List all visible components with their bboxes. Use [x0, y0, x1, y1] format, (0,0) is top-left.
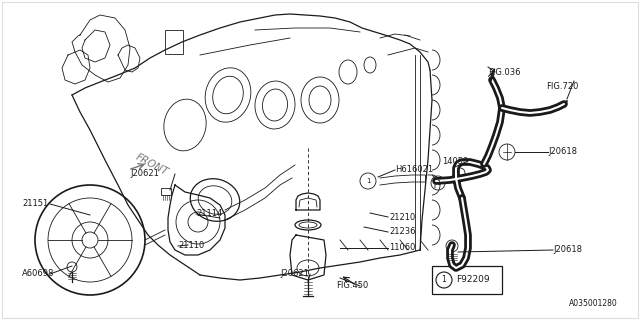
Text: 14050: 14050: [442, 156, 468, 165]
Text: 1: 1: [436, 180, 440, 186]
Text: 21210: 21210: [389, 212, 415, 221]
Text: H616021: H616021: [395, 165, 433, 174]
Text: A035001280: A035001280: [569, 299, 618, 308]
Text: 21151: 21151: [22, 199, 48, 209]
Text: 21110: 21110: [178, 242, 204, 251]
Bar: [165, 30, 183, 54]
Text: FIG.036: FIG.036: [488, 68, 520, 77]
Text: 21114: 21114: [196, 210, 222, 219]
Text: 1: 1: [442, 276, 446, 284]
Text: 11060: 11060: [389, 244, 415, 252]
Text: 1: 1: [365, 178, 371, 184]
Text: J20621: J20621: [280, 269, 309, 278]
Text: FRONT: FRONT: [134, 152, 170, 178]
Text: J20618: J20618: [548, 148, 577, 156]
Text: J20618: J20618: [553, 245, 582, 254]
Text: J20621: J20621: [130, 170, 159, 179]
Text: 21236: 21236: [389, 228, 415, 236]
Text: FIG.450: FIG.450: [336, 282, 368, 291]
Text: F92209: F92209: [456, 276, 490, 284]
Text: A60698: A60698: [22, 269, 54, 278]
Text: FIG.720: FIG.720: [546, 82, 579, 91]
